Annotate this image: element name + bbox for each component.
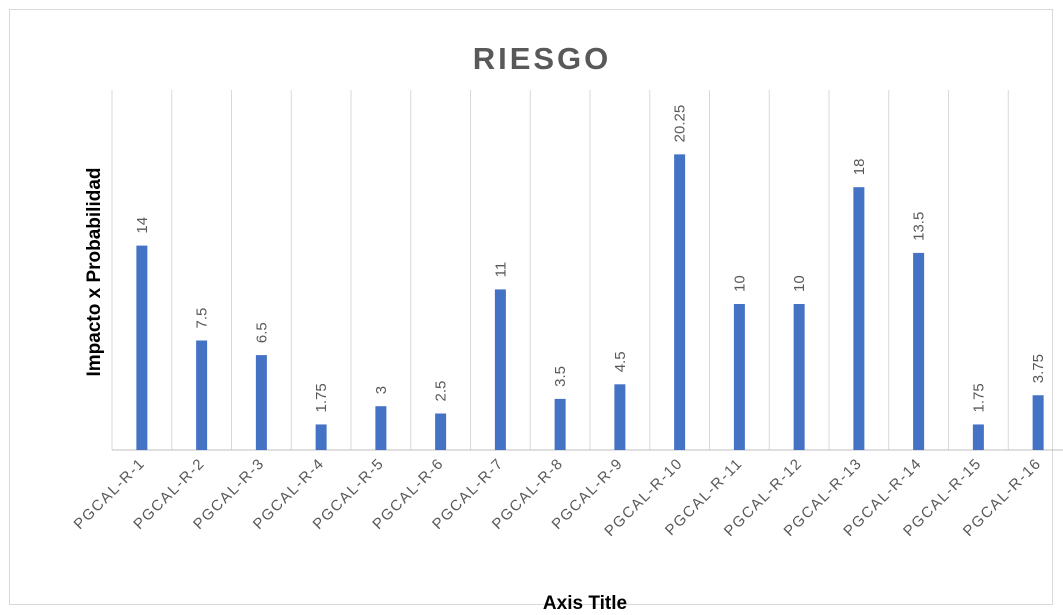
data-label: 11 xyxy=(492,262,509,278)
data-label: 18 xyxy=(851,159,868,176)
data-label: 6.5 xyxy=(253,322,270,343)
data-label: 3.5 xyxy=(552,366,569,387)
data-label: 7.5 xyxy=(194,308,211,329)
bar xyxy=(674,154,686,450)
data-label: 4.5 xyxy=(612,351,629,372)
data-label: 14 xyxy=(134,217,151,234)
bar xyxy=(136,245,148,450)
gridlines xyxy=(111,90,1009,450)
data-label: 1.75 xyxy=(970,383,987,412)
data-label: 20.25 xyxy=(672,105,689,143)
bar xyxy=(554,398,566,450)
bar xyxy=(1032,395,1044,450)
data-label: 10 xyxy=(731,275,748,292)
bars xyxy=(136,154,1044,450)
x-axis-title: Axis Title xyxy=(543,593,627,614)
x-tick-labels: PGCAL-R-1PGCAL-R-2PGCAL-R-3PGCAL-R-4PGCA… xyxy=(71,455,1045,540)
bar xyxy=(435,413,447,450)
chart-title: RIESGO xyxy=(473,41,612,76)
data-label: 1.75 xyxy=(313,383,330,412)
bar xyxy=(315,424,327,450)
bar xyxy=(733,304,745,450)
bar xyxy=(913,252,925,450)
data-label: 13.5 xyxy=(911,212,928,241)
bar xyxy=(196,340,208,450)
bar xyxy=(853,187,865,450)
data-label: 3.75 xyxy=(1030,354,1047,383)
y-axis-title: Impacto x Probabilidad xyxy=(84,167,105,376)
bar xyxy=(972,424,984,450)
bar xyxy=(255,355,267,450)
data-labels: 14 7.5 6.5 1.75 3 2.5 11 3.5 4.5 20.25 10 10 18 13.5 1… xyxy=(134,105,1047,413)
data-label: 3 xyxy=(373,386,390,394)
bar xyxy=(614,384,626,450)
chart-frame xyxy=(9,9,1053,605)
bar xyxy=(793,304,805,450)
bar xyxy=(494,289,506,450)
data-label: 2.5 xyxy=(433,381,450,402)
bar xyxy=(375,406,387,450)
data-label: 10 xyxy=(791,275,808,292)
